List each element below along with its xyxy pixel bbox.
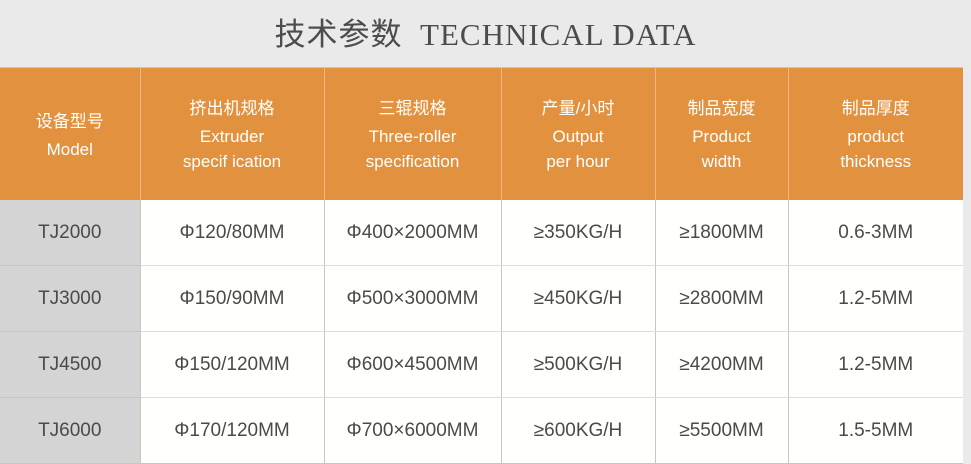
cell-thickness: 1.5-5MM <box>788 397 963 464</box>
column-header-extruder-en: Extruder specif ication <box>145 124 320 174</box>
table-header: 设备型号 Model 挤出机规格 Extruder specif ication <box>0 67 963 200</box>
column-header-three-roller-en-line2: specification <box>365 152 460 171</box>
column-header-output-en: Output per hour <box>506 124 651 174</box>
cell-output: ≥600KG/H <box>501 397 656 464</box>
column-header-extruder-en-line1: Extruder <box>199 127 265 146</box>
column-header-product-thickness: 制品厚度 product thickness <box>788 67 963 200</box>
column-header-thickness-cn: 制品厚度 <box>841 99 910 118</box>
cell-thickness: 0.6-3MM <box>788 200 963 266</box>
cell-thickness: 1.2-5MM <box>788 331 963 398</box>
cell-model: TJ3000 <box>0 265 141 332</box>
column-header-extruder-en-line2: specif ication <box>182 152 282 171</box>
cell-width: ≥5500MM <box>655 397 789 464</box>
cell-extruder: Φ120/80MM <box>140 200 325 266</box>
column-header-width-cn: 制品宽度 <box>687 99 756 118</box>
table-row: TJ6000 Φ170/120MM Φ700×6000MM ≥600KG/H ≥… <box>0 397 963 464</box>
page-title-bar: 技术参数 TECHNICAL DATA <box>0 0 971 67</box>
column-header-output-per-hour: 产量/小时 Output per hour <box>501 67 656 200</box>
cell-model: TJ2000 <box>0 200 141 266</box>
cell-three-roller: Φ400×2000MM <box>324 200 502 266</box>
technical-data-table-wrapper: 设备型号 Model 挤出机规格 Extruder specif ication <box>0 67 963 464</box>
column-header-thickness-en-line1: product <box>847 127 905 146</box>
table-header-row: 设备型号 Model 挤出机规格 Extruder specif ication <box>0 67 963 200</box>
column-header-product-width: 制品宽度 Product width <box>655 67 789 200</box>
table-row: TJ2000 Φ120/80MM Φ400×2000MM ≥350KG/H ≥1… <box>0 200 963 266</box>
column-header-width-en-line1: Product <box>692 127 751 146</box>
column-header-output-en-line2: per hour <box>546 152 610 171</box>
column-header-model-cn: 设备型号 <box>35 111 104 131</box>
column-header-model: 设备型号 Model <box>0 67 141 200</box>
column-header-thickness-en: product thickness <box>793 124 960 174</box>
table-body: TJ2000 Φ120/80MM Φ400×2000MM ≥350KG/H ≥1… <box>0 200 963 464</box>
cell-output: ≥500KG/H <box>501 331 656 398</box>
cell-width: ≥1800MM <box>655 200 789 266</box>
technical-data-table: 设备型号 Model 挤出机规格 Extruder specif ication <box>0 67 963 464</box>
column-header-three-roller-en-line1: Three-roller <box>368 127 457 146</box>
column-header-model-en: Model <box>4 137 136 162</box>
column-header-output-en-line1: Output <box>552 127 604 146</box>
cell-output: ≥350KG/H <box>501 200 656 266</box>
page-title: 技术参数 TECHNICAL DATA <box>274 17 697 52</box>
table-row: TJ3000 Φ150/90MM Φ500×3000MM ≥450KG/H ≥2… <box>0 265 963 332</box>
cell-extruder: Φ170/120MM <box>140 397 325 464</box>
column-header-three-roller-specification: 三辊规格 Three-roller specification <box>324 67 502 200</box>
column-header-thickness-en-line2: thickness <box>840 152 912 171</box>
cell-three-roller: Φ600×4500MM <box>324 331 502 398</box>
cell-extruder: Φ150/120MM <box>140 331 325 398</box>
column-header-three-roller-cn: 三辊规格 <box>378 99 447 118</box>
column-header-width-en-line2: width <box>701 152 742 171</box>
cell-width: ≥4200MM <box>655 331 789 398</box>
cell-width: ≥2800MM <box>655 265 789 332</box>
table-row: TJ4500 Φ150/120MM Φ600×4500MM ≥500KG/H ≥… <box>0 331 963 398</box>
cell-model: TJ4500 <box>0 331 141 398</box>
column-header-extruder-specification: 挤出机规格 Extruder specif ication <box>140 67 325 200</box>
cell-three-roller: Φ500×3000MM <box>324 265 502 332</box>
column-header-width-en: Product width <box>660 124 784 174</box>
cell-extruder: Φ150/90MM <box>140 265 325 332</box>
column-header-model-en-line1: Model <box>46 139 93 159</box>
column-header-three-roller-en: Three-roller specification <box>329 124 497 174</box>
cell-output: ≥450KG/H <box>501 265 656 332</box>
column-header-extruder-cn: 挤出机规格 <box>189 99 275 118</box>
cell-model: TJ6000 <box>0 397 141 464</box>
cell-thickness: 1.2-5MM <box>788 265 963 332</box>
cell-three-roller: Φ700×6000MM <box>324 397 502 464</box>
column-header-output-cn: 产量/小时 <box>541 99 615 118</box>
